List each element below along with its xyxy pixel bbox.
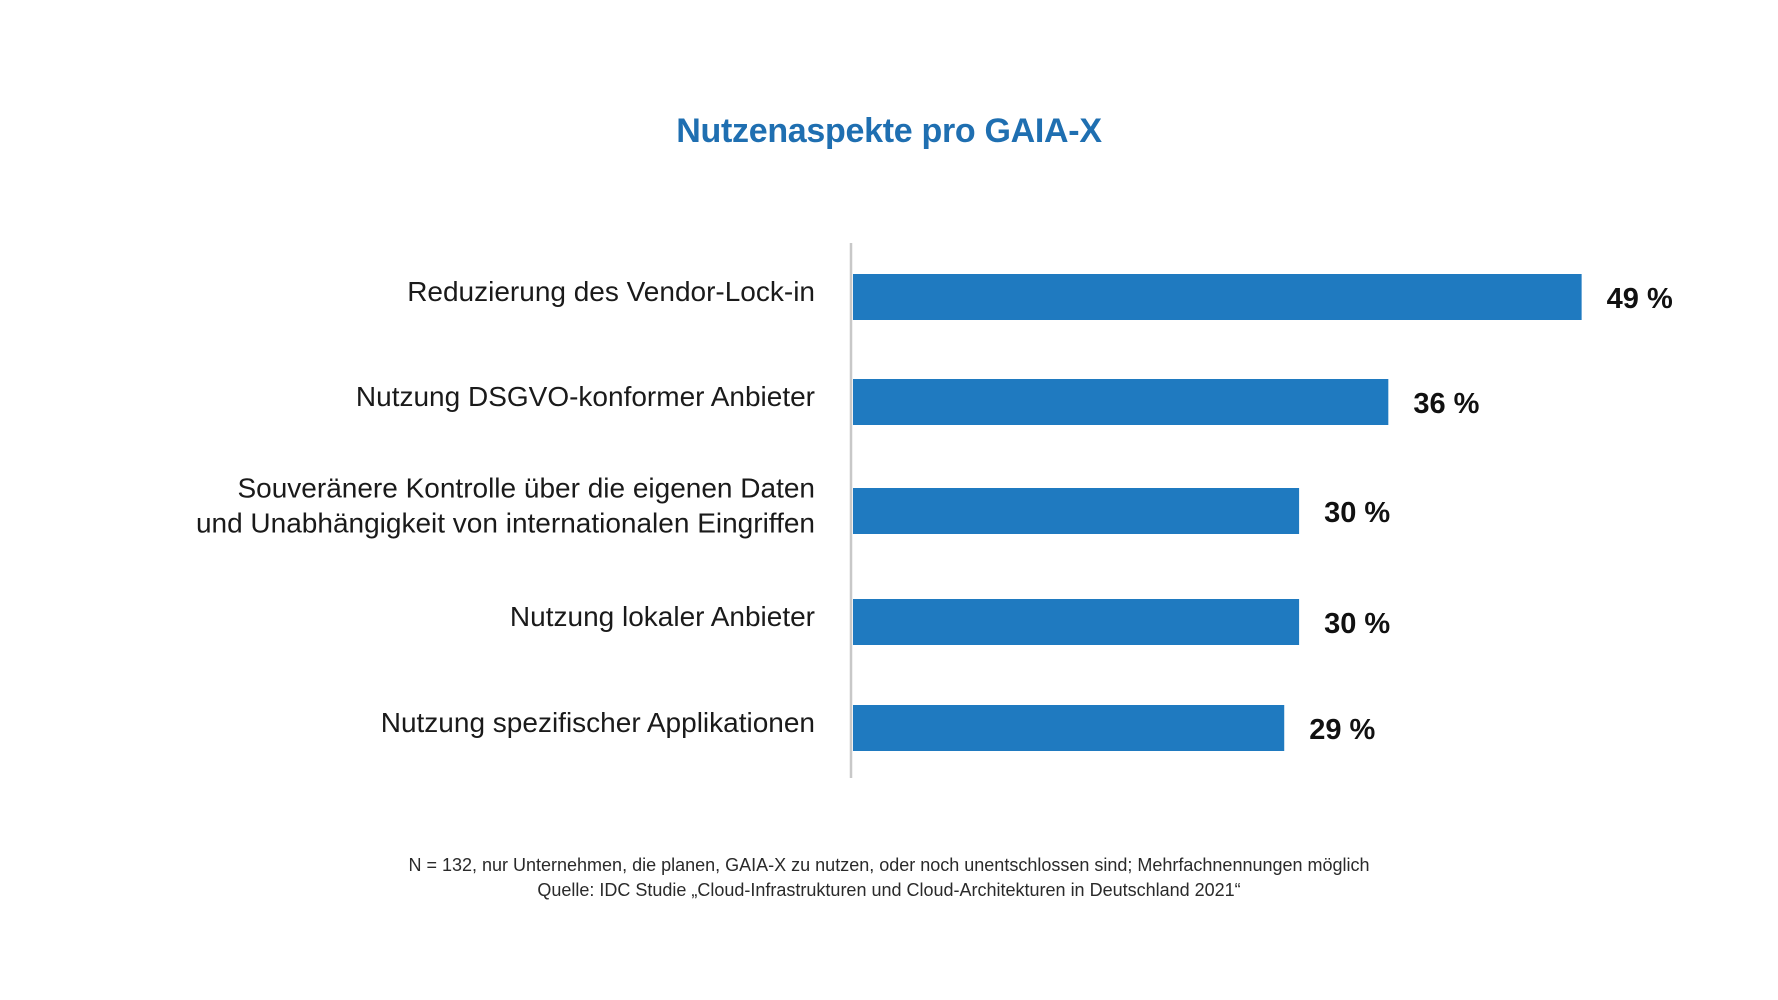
bar-2 [853,379,1389,425]
value-label-4: 30 % [1324,608,1390,640]
footnote: N = 132, nur Unternehmen, die planen, GA… [0,853,1778,903]
bar-5 [853,705,1285,751]
footnote-source: Quelle: IDC Studie „Cloud-Infrastrukture… [537,880,1241,900]
bar-4 [853,599,1300,645]
category-label-3-line-2: und Unabhängigkeit von internationalen E… [196,508,815,539]
category-label-1: Reduzierung des Vendor-Lock-in [407,276,815,307]
category-label-5: Nutzung spezifischer Applikationen [381,707,815,738]
value-label-2: 36 % [1413,388,1479,420]
footnote-sample-note: N = 132, nur Unternehmen, die planen, GA… [408,855,1370,875]
bar-1 [853,274,1582,320]
chart-title: Nutzenaspekte pro GAIA-X [676,112,1102,150]
category-label-3-line-1: Souveränere Kontrolle über die eigenen D… [237,473,815,504]
value-label-1: 49 % [1607,283,1673,315]
category-label-4: Nutzung lokaler Anbieter [510,601,815,632]
bar-3 [853,488,1300,534]
value-label-3: 30 % [1324,497,1390,529]
category-label-2: Nutzung DSGVO-konformer Anbieter [356,381,815,412]
value-label-5: 29 % [1309,714,1375,746]
